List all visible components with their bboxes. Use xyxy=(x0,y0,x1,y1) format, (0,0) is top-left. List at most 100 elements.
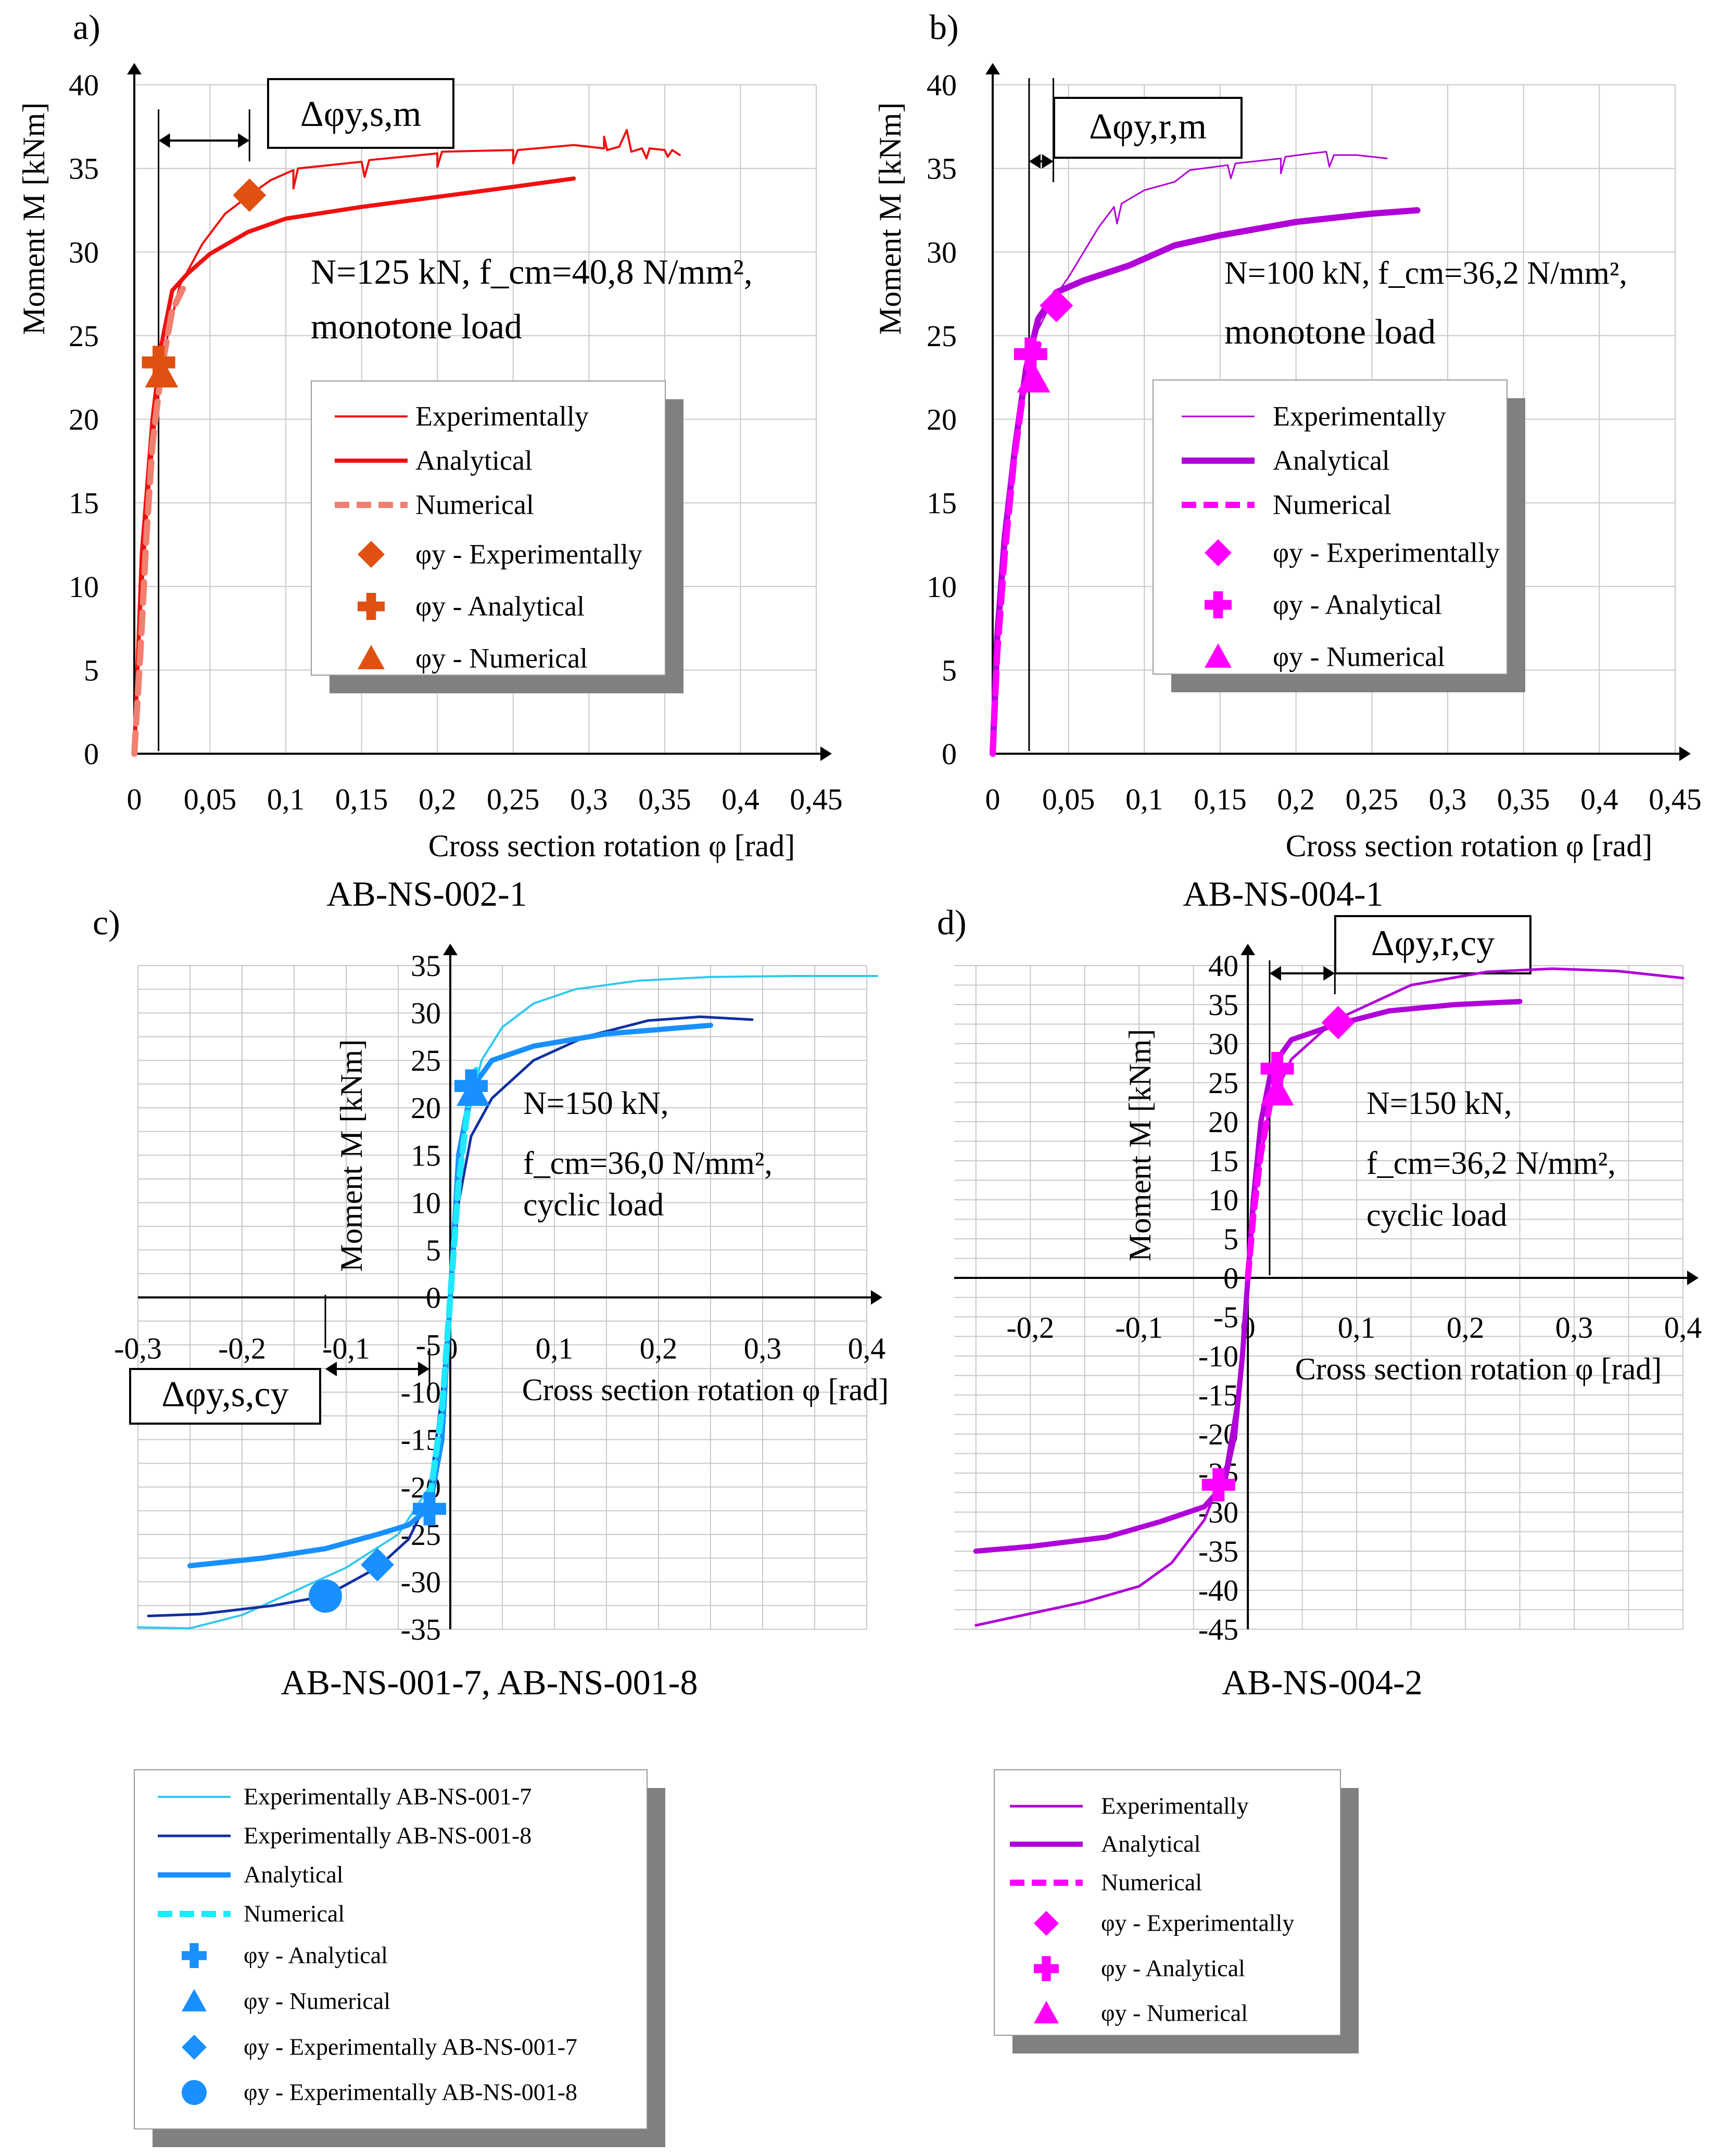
legend-label: Analytical xyxy=(244,1861,344,1888)
legend-marker-diamond xyxy=(358,541,385,568)
delta-annotation: Δφy,s,cy xyxy=(129,1295,430,1425)
x-tick-label: 0,3 xyxy=(1555,1311,1593,1345)
legend-label: Experimentally xyxy=(1101,1793,1249,1819)
delta-box xyxy=(129,1368,321,1425)
x-tick-label: 0,2 xyxy=(419,782,457,816)
y-tick-label: -35 xyxy=(1198,1534,1238,1568)
delta-arrow-right xyxy=(238,133,250,148)
panel-c: -0,3 -0,2 -0,1 0 0,1 0,2 0,3 0,4-35-30-25-20-15… xyxy=(93,903,889,1702)
x-tick-label: 0,05 xyxy=(1042,782,1095,816)
x-axis-arrow xyxy=(1687,1271,1699,1285)
load-annotation: N=100 kN, f_cm=36,2 N/mm², xyxy=(1224,256,1627,291)
y-tick-label: 0 xyxy=(426,1281,441,1315)
legend-label: φy - Experimentally xyxy=(415,538,642,569)
y-axis-label: Moment M [kNm] xyxy=(1123,1029,1157,1262)
x-axis-arrow xyxy=(871,1290,882,1305)
legend-label: φy - Experimentally AB-NS-001-8 xyxy=(244,2079,577,2106)
marker-cross xyxy=(1260,1052,1294,1085)
load-annotation: N=125 kN, f_cm=40,8 N/mm², xyxy=(311,252,753,291)
axes xyxy=(133,74,821,755)
x-tick-label: 0,1 xyxy=(1125,782,1163,816)
y-tick-label: 35 xyxy=(411,949,441,983)
legend-c: Experimentally AB-NS-001-7 Experimentally… xyxy=(134,1769,665,2147)
legend-marker-cross xyxy=(358,593,385,620)
series-experimentally-ab-ns-001-7 xyxy=(137,975,878,1630)
delta-label: Δφy,s,m xyxy=(300,94,422,134)
y-tick-label: 30 xyxy=(1208,1027,1238,1061)
x-tick-label: -0,1 xyxy=(322,1331,370,1365)
legend-label: Analytical xyxy=(415,445,533,476)
legend-label: Experimentally AB-NS-001-7 xyxy=(244,1783,531,1810)
x-tick-label: -0,2 xyxy=(1006,1311,1054,1345)
y-tick-label: -5 xyxy=(416,1328,441,1362)
y-tick-label: 25 xyxy=(69,319,99,353)
y-tick-label: -45 xyxy=(1198,1613,1238,1646)
legend-marker-cross xyxy=(182,1943,207,1968)
x-axis-arrow xyxy=(820,746,832,761)
legend-label: φy - Experimentally xyxy=(1101,1910,1294,1936)
x-tick-label: -0,1 xyxy=(1115,1311,1163,1345)
y-axis-arrow xyxy=(443,944,458,955)
y-tick-label: 20 xyxy=(1208,1105,1238,1139)
x-tick-label: 0,4 xyxy=(1664,1311,1702,1345)
y-tick-label: 30 xyxy=(411,996,441,1030)
y-tick-label: 10 xyxy=(1208,1183,1238,1217)
legend-label: φy - Numerical xyxy=(244,1988,390,2014)
x-tick-label: 0,4 xyxy=(848,1331,886,1365)
marker-diamond xyxy=(1040,289,1073,323)
panel-d: -0,2-0,100,10,20,30,4-45-40-35-30-25-20-… xyxy=(937,903,1702,1702)
x-axis-label: Cross section rotation φ [rad] xyxy=(1295,1352,1662,1386)
legend-label: Analytical xyxy=(1101,1831,1201,1857)
x-tick-label: 0,1 xyxy=(536,1331,574,1365)
y-tick-label: 15 xyxy=(69,486,99,520)
legend-label: φy - Analytical xyxy=(415,590,585,622)
delta-label: Δφy,s,cy xyxy=(161,1374,288,1414)
x-axis-label: Cross section rotation φ [rad] xyxy=(522,1373,889,1407)
delta-arrow-right xyxy=(1323,966,1335,981)
legend-label: Analytical xyxy=(1273,445,1390,476)
y-tick-label: 25 xyxy=(411,1044,441,1077)
legend-marker-cross xyxy=(1034,1956,1059,1981)
x-tick-label: 0,45 xyxy=(790,782,843,816)
legend-label: φy - Numerical xyxy=(415,642,588,674)
x-tick-label: 0,15 xyxy=(1194,782,1247,816)
y-tick-label: 35 xyxy=(69,152,99,186)
x-tick-label: 0 xyxy=(985,782,1001,816)
x-tick-label: -0,2 xyxy=(218,1331,266,1365)
y-tick-label: -10 xyxy=(401,1376,441,1410)
delta-box xyxy=(1334,915,1531,974)
panel-label: d) xyxy=(937,903,967,942)
legend-marker-circle xyxy=(182,2080,207,2105)
y-tick-label: 0 xyxy=(84,737,99,771)
legend-label: φy - Numerical xyxy=(1273,641,1445,672)
legend-marker-triangle xyxy=(182,1989,207,2012)
y-axis-label: Moment M [kNm] xyxy=(873,103,907,335)
legend-label: φy - Analytical xyxy=(244,1942,388,1969)
x-axis-label: Cross section rotation φ [rad] xyxy=(1286,829,1652,863)
x-tick-label: 0,2 xyxy=(640,1331,678,1365)
marker-diamond xyxy=(233,179,267,212)
marker-triangle xyxy=(1017,362,1050,392)
y-tick-label: 5 xyxy=(942,653,957,687)
x-tick-label: 0,4 xyxy=(1580,782,1618,816)
legend-marker-triangle xyxy=(1034,2001,1059,2024)
x-tick-label: 0,3 xyxy=(1429,782,1467,816)
legend-label: Numerical xyxy=(415,489,534,520)
chart-caption: AB-NS-002-1 xyxy=(326,874,527,914)
x-tick-label: 0,45 xyxy=(1649,782,1702,816)
delta-label: Δφy,r,cy xyxy=(1371,923,1495,963)
y-tick-label: 5 xyxy=(84,653,99,687)
load-annotation: monotone load xyxy=(1224,312,1436,351)
marker-cross xyxy=(142,346,175,379)
x-tick-label: 0,2 xyxy=(1447,1311,1485,1345)
y-tick-label: 30 xyxy=(69,235,99,269)
x-tick-label: 0,1 xyxy=(1338,1311,1376,1345)
delta-arrow-left xyxy=(325,1362,337,1376)
x-tick-label: 0 xyxy=(127,782,142,816)
y-tick-label: 15 xyxy=(1208,1144,1238,1178)
axes xyxy=(992,74,1680,755)
y-tick-label: 15 xyxy=(411,1138,441,1172)
chart-caption: AB-NS-001-7, AB-NS-001-8 xyxy=(281,1663,698,1702)
delta-arrow-left xyxy=(1029,154,1041,169)
